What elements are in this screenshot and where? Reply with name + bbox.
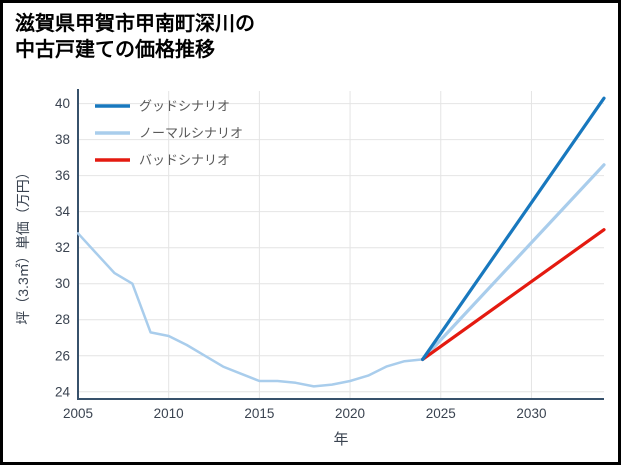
series-line-good bbox=[421, 96, 606, 361]
page-title: 滋賀県甲賀市甲南町深川の 中古戸建ての価格推移 bbox=[15, 11, 255, 64]
legend-label-bad: バッドシナリオ bbox=[139, 153, 230, 168]
x-tick-label: 2025 bbox=[426, 406, 456, 421]
series-line-normal bbox=[421, 163, 606, 361]
x-tick-label: 2020 bbox=[335, 406, 365, 421]
x-tick-label: 2015 bbox=[244, 406, 274, 421]
x-tick-label: 2010 bbox=[154, 406, 184, 421]
legend-label-normal: ノーマルシナリオ bbox=[139, 126, 243, 141]
y-tick-label: 24 bbox=[55, 384, 71, 399]
price-trend-chart: 2005 2010 2015 2020 2025 2030 24 26 28 30 32 34 36 38… bbox=[15, 89, 606, 448]
legend-label-good: グッドシナリオ bbox=[139, 99, 230, 114]
x-tick-label: 2005 bbox=[63, 406, 93, 421]
y-tick-label: 38 bbox=[55, 132, 70, 147]
y-tick-label: 28 bbox=[55, 312, 70, 327]
title-line-1: 滋賀県甲賀市甲南町深川の bbox=[15, 13, 255, 35]
y-tick-label: 26 bbox=[55, 348, 70, 363]
y-tick-label: 34 bbox=[55, 204, 71, 219]
y-axis-title: 坪（3.3㎡）単価（万円） bbox=[15, 165, 31, 324]
y-tick-label: 30 bbox=[55, 276, 70, 291]
series-line-bad bbox=[421, 228, 606, 361]
x-tick-label: 2030 bbox=[516, 406, 546, 421]
y-tick-label: 32 bbox=[55, 240, 70, 255]
y-tick-label: 40 bbox=[55, 96, 70, 111]
series-line-historical bbox=[76, 232, 424, 388]
y-tick-label: 36 bbox=[55, 168, 70, 183]
title-line-2: 中古戸建ての価格推移 bbox=[15, 39, 215, 62]
x-axis-title: 年 bbox=[333, 431, 348, 448]
